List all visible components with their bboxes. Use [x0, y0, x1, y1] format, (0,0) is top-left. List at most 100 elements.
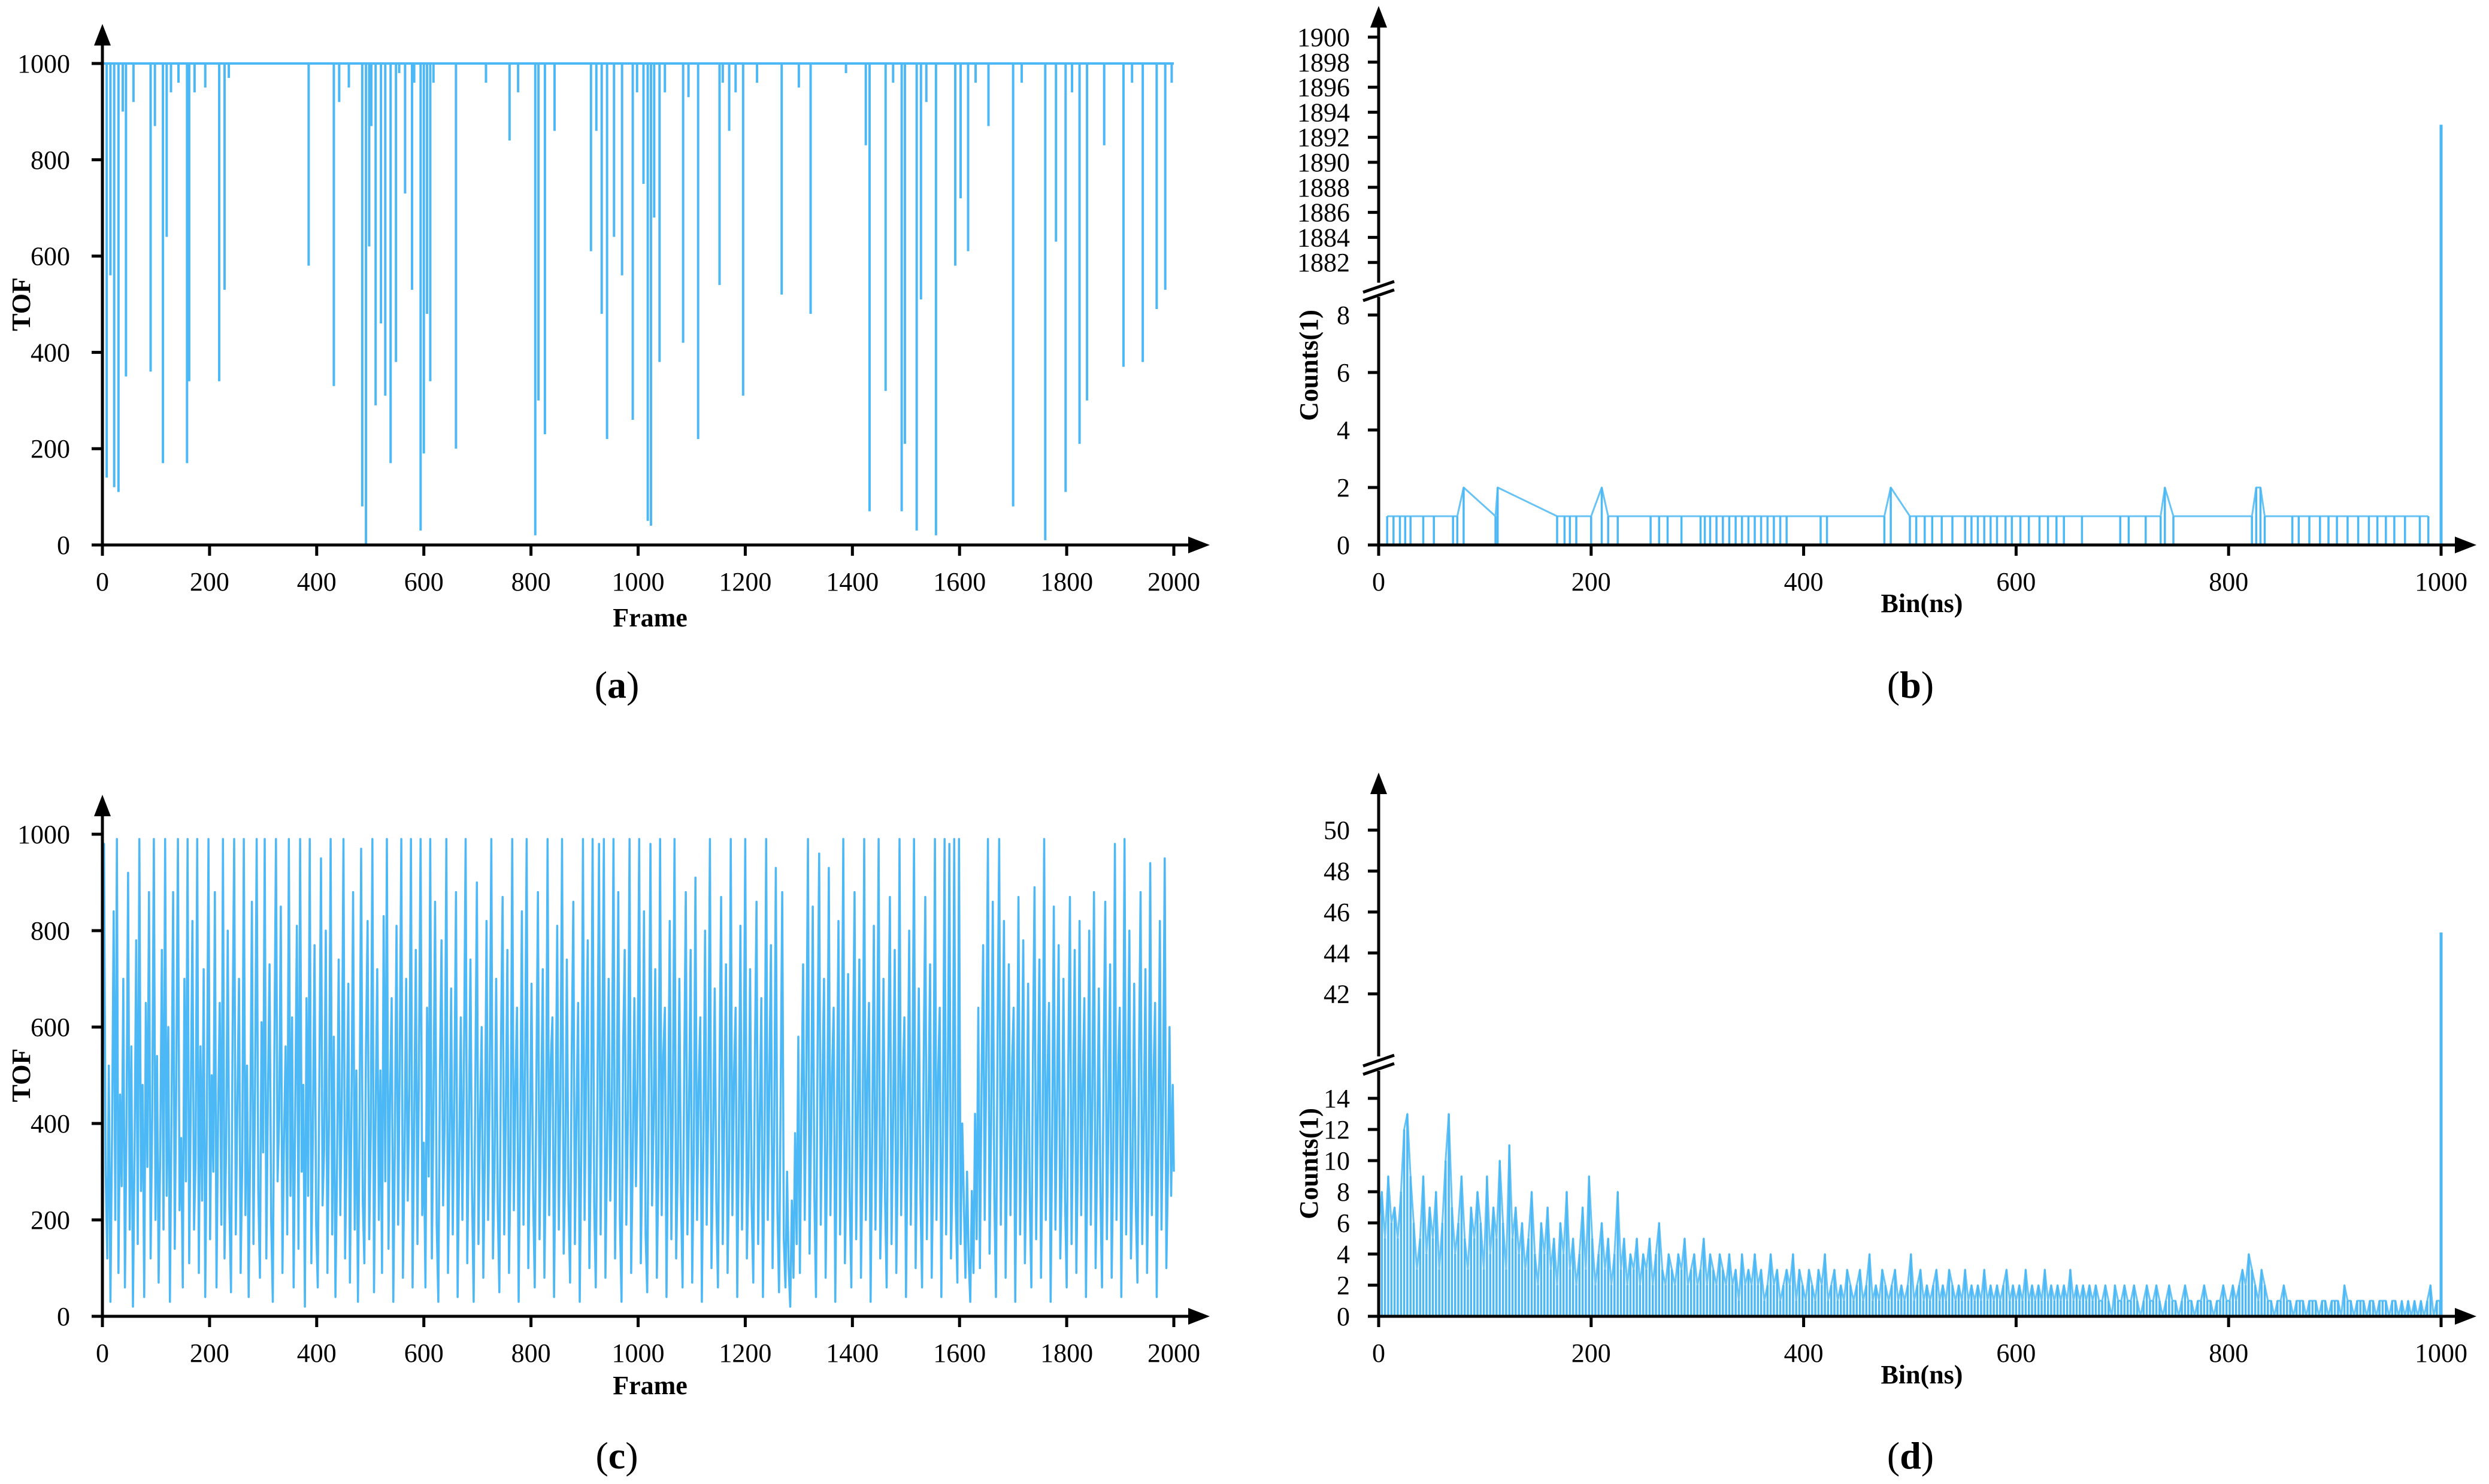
x-tick-label: 1000: [612, 1338, 665, 1368]
caption-letter: d: [1900, 1434, 1921, 1477]
x-tick-label: 800: [511, 1338, 551, 1368]
y-tick-label: 400: [31, 1109, 70, 1138]
axis-break-mark: [1362, 1053, 1395, 1068]
y-tick-label: 44: [1324, 938, 1350, 968]
y-tick-label: 1894: [1297, 98, 1350, 127]
caption-paren: ): [626, 664, 639, 706]
x-tick-label: 2000: [1147, 1338, 1200, 1368]
y-axis-arrow: [1370, 773, 1387, 794]
y-tick-label: 4: [1337, 416, 1350, 445]
x-axis-title: Frame: [613, 603, 688, 632]
y-tick-label: 12: [1324, 1115, 1350, 1144]
x-tick-label: 800: [511, 567, 551, 596]
x-tick-label: 200: [1571, 1338, 1611, 1368]
x-tick-label: 0: [96, 567, 109, 596]
y-tick-label: 6: [1337, 358, 1350, 387]
x-tick-label: 200: [1571, 567, 1611, 596]
y-tick-label: 0: [1337, 1302, 1350, 1331]
y-tick-label: 1898: [1297, 48, 1350, 77]
y-tick-label: 6: [1337, 1209, 1350, 1238]
y-axis-title: TOF: [7, 1049, 36, 1103]
y-tick-label: 800: [31, 146, 70, 175]
x-tick-label: 1200: [719, 567, 771, 596]
caption-letter: c: [608, 1434, 625, 1477]
x-tick-label: 1600: [933, 1338, 986, 1368]
signal-spikes: [1386, 487, 2430, 545]
y-tick-label: 600: [31, 242, 70, 271]
signal-line: [101, 838, 1175, 1308]
y-tick-label: 0: [57, 1302, 70, 1331]
x-tick-label: 600: [404, 1338, 444, 1368]
panel-caption: (d): [1887, 1434, 1934, 1477]
panel-caption: (c): [595, 1434, 638, 1477]
y-tick-label: 42: [1324, 980, 1350, 1009]
x-tick-label: 1000: [2415, 1338, 2467, 1368]
y-tick-label: 8: [1337, 1177, 1350, 1207]
x-axis-arrow: [2455, 1308, 2476, 1325]
x-tick-label: 1600: [933, 567, 986, 596]
x-axis-title: Bin(ns): [1881, 589, 1963, 618]
y-tick-label: 1882: [1297, 248, 1350, 277]
y-tick-label: 1884: [1297, 223, 1350, 252]
x-tick-label: 400: [1784, 567, 1824, 596]
x-axis-arrow: [1188, 537, 1210, 553]
x-tick-label: 800: [2209, 567, 2248, 596]
x-tick-label: 1000: [612, 567, 665, 596]
caption-paren: ): [625, 1434, 638, 1477]
y-tick-label: 48: [1324, 857, 1350, 886]
y-tick-label: 800: [31, 916, 70, 946]
y-tick-label: 1000: [17, 49, 70, 78]
caption-paren: ): [1921, 664, 1934, 706]
x-tick-label: 0: [1372, 1338, 1385, 1368]
panel-a: 0 200 400 600 800 1000 TOF 0 200 400 600 800 1000 120…: [7, 24, 1210, 706]
x-tick-label: 400: [1784, 1338, 1824, 1368]
y-tick-label: 1890: [1297, 148, 1350, 177]
x-tick-label: 2000: [1147, 567, 1200, 596]
x-tick-label: 1200: [719, 1338, 771, 1368]
x-axis-title: Frame: [613, 1371, 688, 1400]
x-tick-label: 800: [2209, 1338, 2248, 1368]
y-tick-label: 600: [31, 1013, 70, 1042]
x-axis-title: Bin(ns): [1881, 1360, 1963, 1389]
y-tick-label: 10: [1324, 1146, 1350, 1176]
caption-paren: (: [595, 664, 607, 706]
x-axis-arrow: [1188, 1308, 1210, 1325]
panel-caption: (b): [1887, 664, 1934, 706]
x-tick-label: 600: [1996, 1338, 2036, 1368]
y-tick-label: 1896: [1297, 73, 1350, 102]
x-tick-label: 600: [1996, 567, 2036, 596]
signal-line: [1387, 486, 2429, 517]
caption-paren: (: [1887, 1434, 1900, 1477]
x-tick-label: 200: [190, 1338, 229, 1368]
y-tick-label: 46: [1324, 898, 1350, 927]
y-tick-label: 0: [1337, 531, 1350, 560]
x-axis-arrow: [2455, 537, 2476, 553]
x-tick-label: 1400: [826, 567, 879, 596]
x-tick-label: 600: [404, 567, 444, 596]
x-tick-label: 400: [297, 567, 337, 596]
x-tick-label: 200: [190, 567, 229, 596]
y-axis-arrow: [94, 795, 111, 816]
y-tick-label: 8: [1337, 301, 1350, 330]
x-tick-label: 400: [297, 1338, 337, 1368]
y-tick-label: 0: [57, 531, 70, 560]
signal-line: [1377, 1113, 2440, 1318]
y-tick-label: 200: [31, 434, 70, 464]
y-axis-title: Counts(1): [1294, 1108, 1324, 1219]
y-axis-title: Counts(1): [1294, 310, 1324, 421]
y-tick-label: 1888: [1297, 173, 1350, 202]
y-tick-label: 1886: [1297, 198, 1350, 228]
x-tick-label: 0: [1372, 567, 1385, 596]
y-tick-label: 14: [1324, 1084, 1350, 1113]
caption-paren: (: [1887, 664, 1900, 706]
x-tick-label: 1000: [2415, 567, 2467, 596]
panel-c: 0 200 400 600 800 1000 TOF 0 200 400 600 800 1000 120…: [7, 795, 1210, 1477]
y-tick-label: 2: [1337, 1271, 1350, 1300]
y-tick-label: 1900: [1297, 23, 1350, 52]
axis-break-mark: [1362, 1062, 1395, 1076]
y-tick-label: 50: [1324, 816, 1350, 845]
caption-paren: ): [1921, 1434, 1934, 1477]
y-tick-label: 1892: [1297, 123, 1350, 152]
